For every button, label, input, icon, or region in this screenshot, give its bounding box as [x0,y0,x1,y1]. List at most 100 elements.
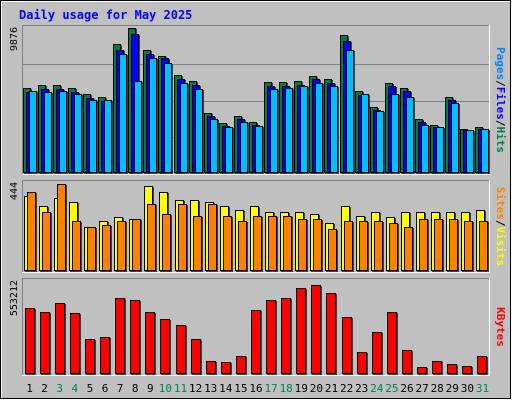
x-tick-label: 3 [56,382,63,395]
bar-sites-day-23 [359,221,368,271]
x-tick-label: 12 [189,382,202,395]
bar-kbytes-day-29 [447,364,457,374]
x-tick-label: 2 [41,382,48,395]
bar-kbytes-day-7 [115,298,125,374]
bar-sites-day-16 [253,216,262,271]
chart-title: Daily usage for May 2025 [19,8,192,22]
bar-sites-day-22 [344,221,353,271]
x-tick-label: 30 [461,382,474,395]
series-kbytes [25,285,488,375]
bar-kbytes-day-5 [85,339,95,374]
bar-kbytes-day-9 [145,312,155,374]
bar-kbytes-day-15 [236,356,246,374]
bar-pages-day-21 [330,86,338,173]
bar-pages-day-14 [225,127,233,173]
bar-sites-day-2 [42,212,51,271]
panel-visits: 444 Sites/Visits [9,180,507,273]
bar-sites-day-8 [132,219,141,271]
x-tick-label: 4 [71,382,78,395]
bar-kbytes-day-13 [206,361,216,374]
bar-pages-day-6 [104,100,112,173]
label-visits: Visits [494,227,507,267]
bar-sites-day-28 [434,219,443,271]
bar-kbytes-day-19 [296,288,306,374]
bar-kbytes-day-4 [70,313,80,374]
bar-pages-day-22 [346,50,354,173]
x-tick-label: 24 [370,382,384,395]
x-tick-label: 6 [102,382,109,395]
bar-sites-day-29 [449,219,458,271]
bar-kbytes-day-23 [357,352,367,374]
bar-kbytes-day-27 [417,367,427,374]
x-tick-label: 28 [431,382,444,395]
series-sites [27,184,489,272]
bar-pages-day-11 [180,83,188,173]
bar-kbytes-day-17 [266,300,276,374]
bar-kbytes-day-22 [342,317,352,374]
x-tick-label: 23 [355,382,368,395]
bar-pages-day-19 [300,86,308,173]
bar-kbytes-day-20 [311,285,321,374]
bar-kbytes-day-25 [387,312,397,374]
bar-pages-day-30 [466,130,474,173]
x-tick-label: 5 [87,382,94,395]
x-tick-label: 18 [280,382,293,395]
bar-sites-day-30 [464,221,473,271]
bar-kbytes-day-16 [251,310,261,374]
bar-pages-day-2 [44,92,52,173]
panel-kbytes: 553212 KBytes [9,278,507,376]
bar-kbytes-day-18 [281,298,291,374]
bar-kbytes-day-10 [160,319,170,374]
bar-kbytes-day-8 [130,300,140,374]
bar-kbytes-day-12 [191,339,201,374]
bar-kbytes-day-28 [432,361,442,374]
label-separator: / [494,120,507,127]
bar-sites-day-4 [72,221,81,271]
bar-sites-day-14 [223,216,232,271]
bar-pages-day-8 [134,81,142,173]
panel-max-label: 444 [9,182,20,200]
x-tick-label: 19 [295,382,308,395]
bar-kbytes-day-2 [40,312,50,374]
x-tick-label: 8 [132,382,139,395]
bar-sites-day-26 [404,227,413,271]
label-hits: Hits [494,127,507,154]
x-tick-label: 22 [340,382,353,395]
bar-pages-day-31 [481,129,489,173]
bar-pages-day-18 [285,88,293,173]
bar-pages-day-17 [270,89,278,173]
x-tick-label: 27 [415,382,428,395]
bar-pages-day-10 [164,63,172,173]
bar-kbytes-day-30 [462,366,472,374]
label-kbytes: KBytes [494,307,507,347]
bar-pages-day-5 [89,100,97,173]
x-tick-label: 13 [204,382,217,395]
bar-sites-day-1 [27,192,36,271]
x-tick-label: 20 [310,382,323,395]
x-tick-label: 15 [234,382,247,395]
bar-kbytes-day-21 [326,293,336,374]
series-pages [29,50,490,174]
bar-sites-day-12 [193,216,202,271]
bar-sites-day-25 [389,223,398,271]
bar-pages-day-29 [451,103,459,173]
bar-sites-day-5 [87,227,96,271]
bar-sites-day-10 [162,214,171,271]
bar-sites-day-17 [268,216,277,271]
bar-pages-day-20 [315,83,323,173]
bar-sites-day-24 [374,221,383,271]
bar-pages-day-24 [376,111,384,173]
label-pages: Pages [494,47,507,80]
bar-sites-day-9 [147,204,156,271]
x-tick-label: 31 [476,382,489,395]
bar-pages-day-23 [361,94,369,173]
label-files: Files [494,87,507,120]
bar-pages-day-16 [255,126,263,173]
panel-max-label: 9876 [9,27,20,51]
bar-kbytes-day-1 [25,308,35,374]
x-tick-label: 10 [159,382,172,395]
bar-kbytes-day-14 [221,362,231,374]
bar-kbytes-day-11 [176,325,186,374]
bar-pages-day-27 [421,125,429,173]
